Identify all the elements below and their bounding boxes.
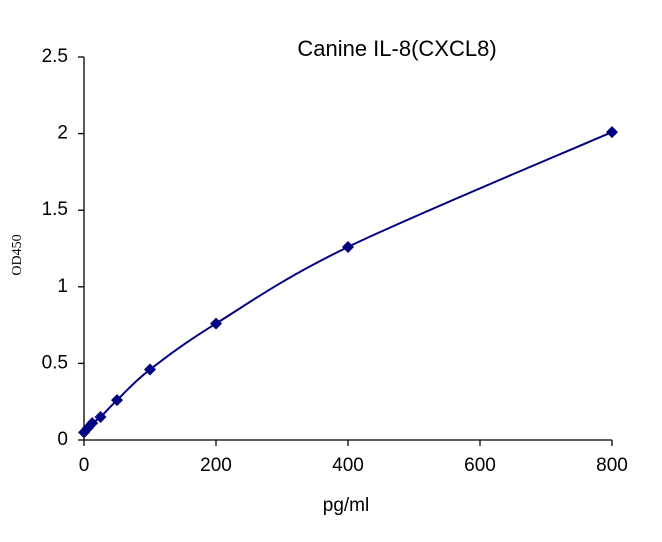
marker [111,394,123,407]
x-axis-label: pg/ml [323,495,369,516]
x-tick-label: 600 [464,455,496,476]
y-tick-label: 1 [57,276,68,297]
y-tick-label: 2.5 [42,46,68,67]
x-tick-label: 800 [596,455,628,476]
marker [210,317,222,330]
y-tick-label: 2 [57,123,68,144]
y-tick-label: 1.5 [42,199,68,220]
marker [342,240,354,253]
marker [144,363,156,376]
marker [86,417,99,430]
y-tick-label: 0.5 [42,352,68,373]
x-tick-label: 200 [200,455,232,476]
y-tick-label: 0 [57,429,68,450]
marker [94,411,107,424]
x-tick-label: 400 [332,455,364,476]
y-axis-label: OD450 [10,234,25,275]
chart-title: Canine IL-8(CXCL8) [297,36,496,61]
series-line [83,131,613,434]
x-tick-label: 0 [79,455,90,476]
marker [606,126,618,139]
